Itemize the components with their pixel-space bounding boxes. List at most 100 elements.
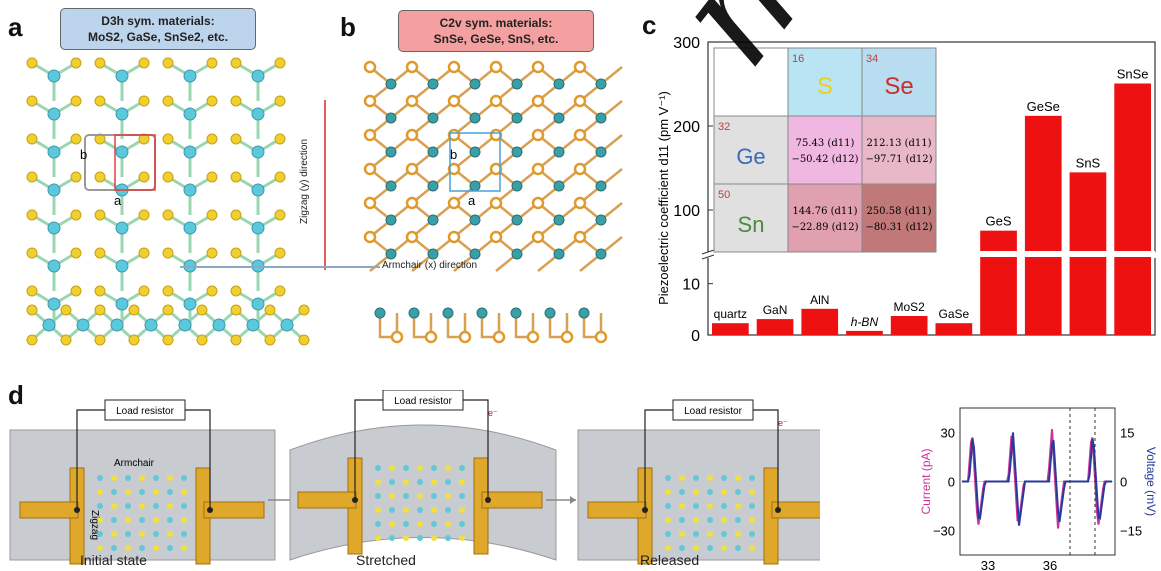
atom-chalcogen [138, 209, 150, 221]
sample-atom [139, 517, 145, 523]
atom-sn [510, 307, 522, 319]
atom-sn [511, 112, 523, 124]
atom-chalcogen [94, 209, 106, 221]
atom-sn [427, 180, 439, 192]
atomic-number: 32 [718, 121, 730, 133]
atom-chalcogen [26, 285, 38, 297]
cell-label-a-b: a [468, 193, 476, 208]
atom-chalcogen [162, 171, 174, 183]
atom-chalcogen [70, 171, 82, 183]
atom-sn [553, 180, 565, 192]
sample-atom [665, 531, 671, 537]
sample-atom [735, 517, 741, 523]
y-tick-label-right: −15 [1120, 524, 1142, 539]
atom-se [573, 196, 587, 210]
atom-metal [246, 318, 260, 332]
symmetry-box-c2v: C2v sym. materials: SnSe, GeSe, SnS, etc… [398, 10, 594, 52]
atom-se [560, 330, 574, 344]
atom-metal [115, 297, 129, 311]
atom-se [405, 196, 419, 210]
atom-chalcogen [264, 304, 276, 316]
bond [514, 313, 535, 339]
sample-atom [139, 503, 145, 509]
atom-se [573, 128, 587, 142]
table-cell [861, 115, 937, 185]
atom-chalcogen [70, 285, 82, 297]
atomic-number: 16 [792, 53, 804, 65]
sample-atom [389, 507, 395, 513]
element-symbol: S [817, 73, 833, 100]
d12-value: −80.31 (d12) [865, 222, 932, 233]
atom-chalcogen [206, 209, 218, 221]
atom-chalcogen [274, 285, 286, 297]
atom-se [447, 230, 461, 244]
bar [1114, 83, 1151, 335]
armchair-direction-label: Armchair (x) direction [382, 260, 478, 271]
sample-atom [375, 521, 381, 527]
sample-atom [459, 493, 465, 499]
table-cell [713, 115, 789, 185]
side-view-chain-a [26, 304, 310, 346]
atom-sn [469, 248, 481, 260]
atom-chalcogen [274, 171, 286, 183]
load-resistor-label: Load resistor [394, 396, 452, 407]
sample-atom [445, 521, 451, 527]
sample-atom [111, 545, 117, 551]
atom-sn [595, 248, 607, 260]
y-tick-label: 300 [673, 35, 700, 52]
element-symbol: Ge [736, 144, 765, 169]
y-tick-label: 10 [682, 277, 700, 294]
atom-sn [469, 112, 481, 124]
y-axis-label: Piezoelectric coefficient d11 (pm V⁻¹) [656, 91, 671, 305]
unit-cell-highlight [114, 134, 156, 191]
atom-chalcogen [26, 334, 38, 346]
atom-chalcogen [162, 334, 174, 346]
zigzag-direction-label: Zigzag (y) direction [299, 138, 311, 225]
d11-value: 212.13 (d11) [866, 138, 931, 149]
atom-metal [251, 221, 265, 235]
state-label-stretched: Stretched [356, 552, 416, 568]
atom-chalcogen [230, 285, 242, 297]
atom-metal [42, 318, 56, 332]
y-tick-label: 0 [691, 328, 700, 345]
axis-break-mark [701, 254, 715, 260]
atom-sn [595, 146, 607, 158]
sample-atom [679, 503, 685, 509]
atom-chalcogen [206, 95, 218, 107]
sample-atom [459, 521, 465, 527]
atom-se [531, 60, 545, 74]
element-symbol: Se [884, 73, 913, 100]
sample-atom [707, 475, 713, 481]
bar-label: quartz [714, 307, 747, 321]
atom-chalcogen [162, 95, 174, 107]
sample-atom [459, 479, 465, 485]
atom-metal [144, 318, 158, 332]
d12-value: −50.42 (d12) [791, 154, 858, 165]
sample-atom [125, 545, 131, 551]
atom-chalcogen [206, 133, 218, 145]
wire-contact [642, 507, 648, 513]
atom-metal [251, 145, 265, 159]
atom-metal [251, 107, 265, 121]
sample-atom [389, 465, 395, 471]
atom-chalcogen [70, 57, 82, 69]
sample-atom [693, 475, 699, 481]
sample-atom [167, 531, 173, 537]
sample-atom [403, 521, 409, 527]
sample-atom [749, 475, 755, 481]
sample-atom [389, 493, 395, 499]
table-cell [787, 115, 863, 185]
sample-atom [375, 507, 381, 513]
atom-se [594, 330, 608, 344]
atom-sn [511, 180, 523, 192]
table-cell [713, 183, 789, 253]
bar [712, 323, 749, 335]
bar-label: SnS [1076, 155, 1101, 170]
atom-metal [115, 107, 129, 121]
atom-sn [427, 78, 439, 90]
atom-sn [553, 78, 565, 90]
atom-se [405, 94, 419, 108]
symmetry-box-d3h: D3h sym. materials: MoS2, GaSe, SnSe2, e… [60, 8, 256, 50]
sample-atom [181, 531, 187, 537]
sample-atom [431, 535, 437, 541]
